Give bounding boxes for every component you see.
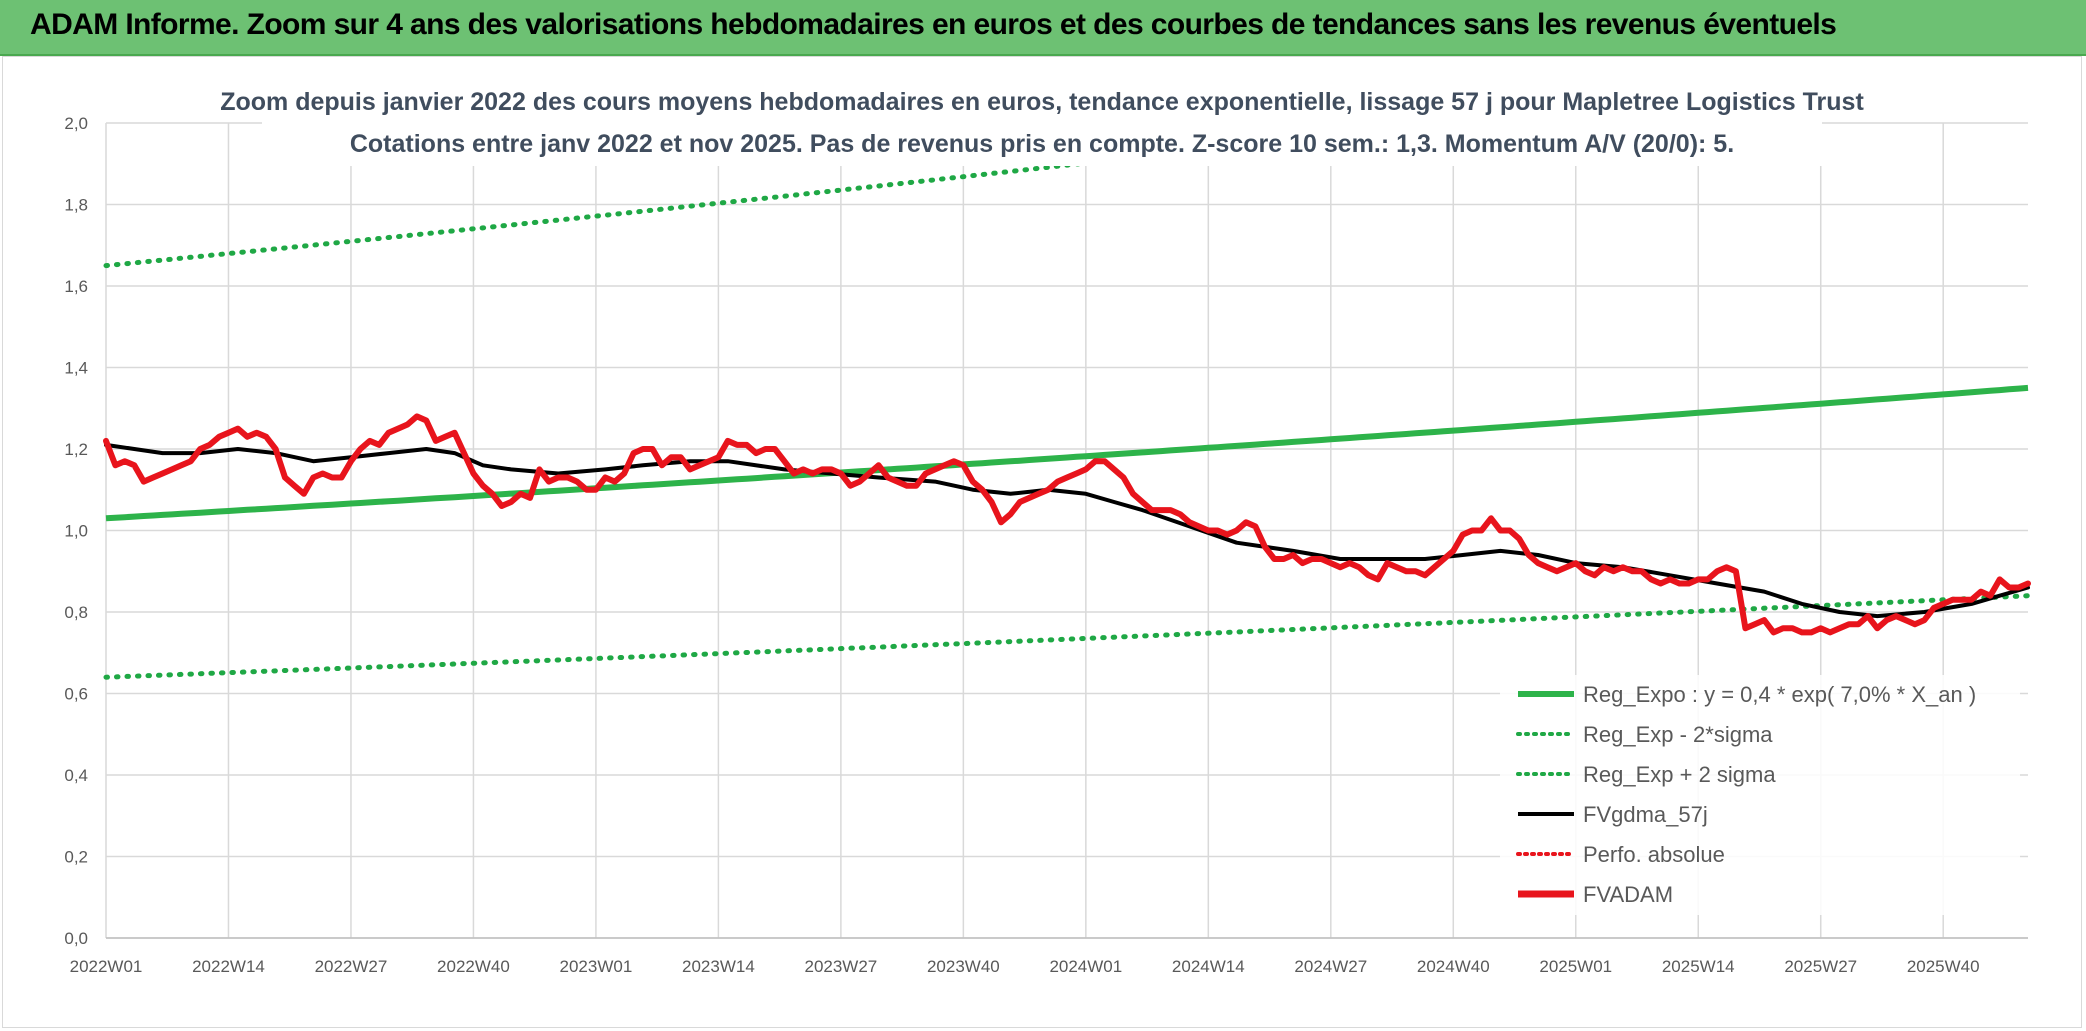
y-tick-label: 2,0	[64, 114, 88, 133]
x-tick-label: 2024W01	[1049, 957, 1122, 976]
x-tick-label: 2023W40	[927, 957, 1000, 976]
chart-title-line-2: Cotations entre janv 2022 et nov 2025. P…	[350, 130, 1734, 158]
legend-background	[1500, 675, 2020, 915]
legend-label-fvgdma: FVgdma_57j	[1583, 802, 1708, 827]
x-tick-label: 2025W40	[1907, 957, 1980, 976]
x-tick-label: 2024W14	[1172, 957, 1245, 976]
y-tick-label: 0,8	[64, 603, 88, 622]
y-tick-label: 0,0	[64, 929, 88, 948]
x-tick-label: 2022W27	[315, 957, 388, 976]
x-tick-label: 2025W01	[1539, 957, 1612, 976]
y-tick-label: 0,6	[64, 685, 88, 704]
x-tick-label: 2025W14	[1662, 957, 1735, 976]
x-tick-label: 2023W27	[804, 957, 877, 976]
chart-frame	[2, 56, 2082, 1028]
x-tick-label: 2022W40	[437, 957, 510, 976]
y-tick-label: 0,2	[64, 848, 88, 867]
y-tick-label: 1,8	[64, 196, 88, 215]
chart-title-block: Zoom depuis janvier 2022 des cours moyen…	[220, 78, 1864, 166]
chart-title-background	[262, 78, 1822, 166]
x-tick-label: 2025W27	[1784, 957, 1857, 976]
legend-label-reg-expo: Reg_Expo : y = 0,4 * exp( 7,0% * X_an )	[1583, 682, 1976, 707]
legend: Reg_Expo : y = 0,4 * exp( 7,0% * X_an ) …	[1500, 675, 2020, 915]
y-tick-label: 1,0	[64, 522, 88, 541]
y-tick-label: 1,2	[64, 440, 88, 459]
axis-layer: 0,0 0,2 0,4 0,6 0,8 1,0 1,2 1,4 1,6 1,8 2,0 2022W01…	[64, 114, 2028, 976]
series-layer	[103, 121, 2031, 680]
x-tick-label: 2024W40	[1417, 957, 1490, 976]
header-bar: ADAM Informe. Zoom sur 4 ans des valoris…	[0, 0, 2086, 56]
x-tick-label: 2023W14	[682, 957, 755, 976]
legend-label-reg-exp-minus-2sigma: Reg_Exp - 2*sigma	[1583, 722, 1773, 747]
legend-label-perfo-absolue: Perfo. absolue	[1583, 842, 1725, 867]
x-tick-label: 2022W01	[70, 957, 143, 976]
page-title: ADAM Informe. Zoom sur 4 ans des valoris…	[30, 8, 1837, 41]
y-tick-label: 0,4	[64, 766, 88, 785]
series-fvadam	[103, 413, 2031, 636]
legend-label-fvadam: FVADAM	[1583, 882, 1673, 907]
y-tick-label: 1,4	[64, 359, 88, 378]
x-tick-label: 2024W27	[1294, 957, 1367, 976]
chart-title-line-1: Zoom depuis janvier 2022 des cours moyen…	[220, 88, 1864, 116]
legend-label-reg-exp-plus-2sigma: Reg_Exp + 2 sigma	[1583, 762, 1776, 787]
y-tick-label: 1,6	[64, 277, 88, 296]
x-tick-label: 2022W14	[192, 957, 265, 976]
series-reg-expo	[105, 384, 2029, 522]
x-tick-label: 2023W01	[560, 957, 633, 976]
